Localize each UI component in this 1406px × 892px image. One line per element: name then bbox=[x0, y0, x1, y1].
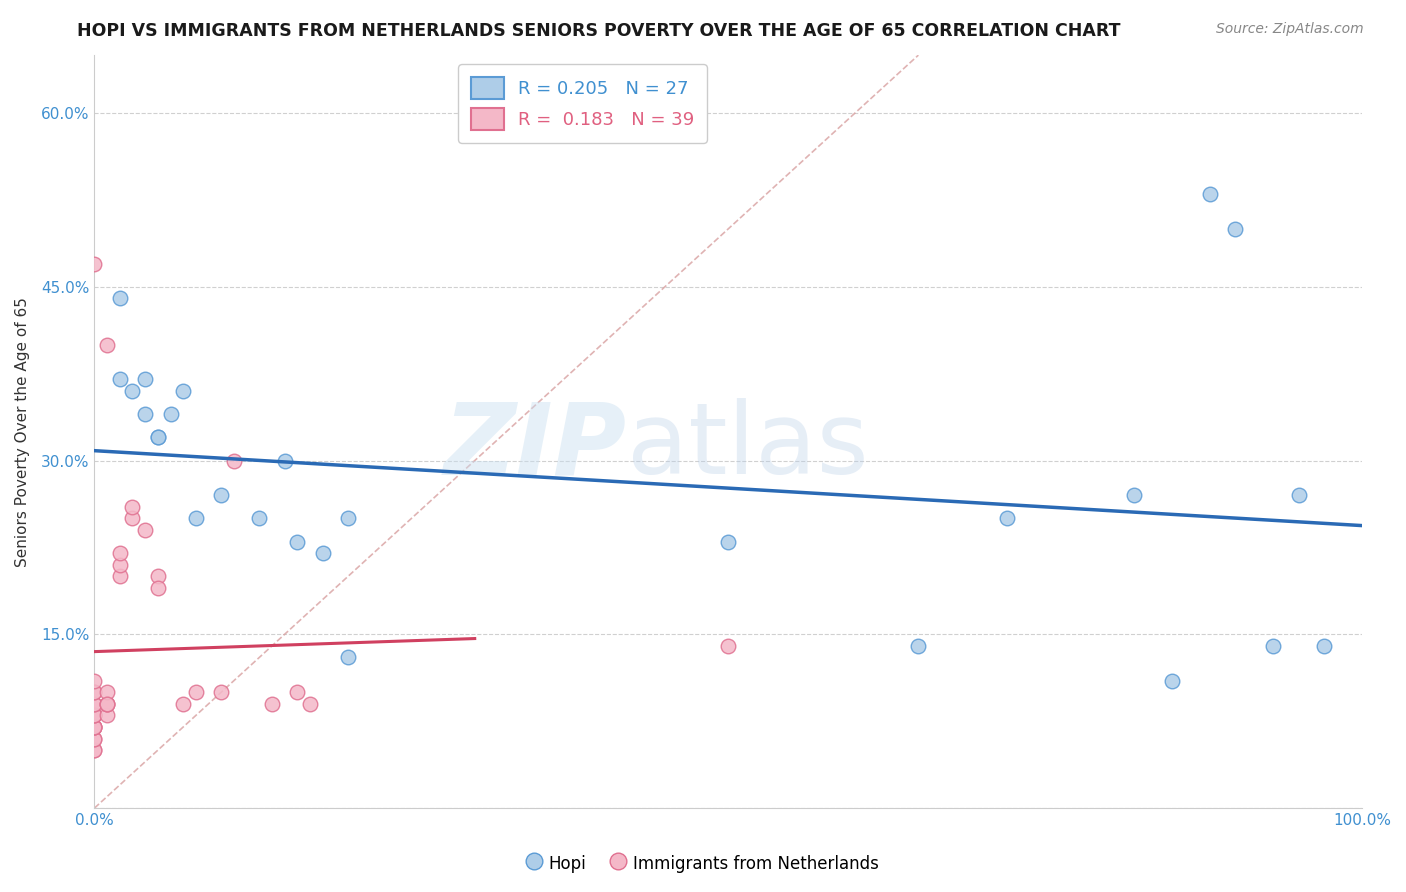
Point bbox=[83, 731, 105, 746]
Point bbox=[83, 685, 105, 699]
Text: Source: ZipAtlas.com: Source: ZipAtlas.com bbox=[1216, 22, 1364, 37]
Point bbox=[311, 546, 333, 560]
Point bbox=[260, 697, 283, 711]
Point bbox=[146, 569, 169, 583]
Point bbox=[717, 534, 740, 549]
Point bbox=[96, 697, 118, 711]
Text: atlas: atlas bbox=[627, 398, 869, 495]
Point bbox=[134, 372, 156, 386]
Point bbox=[247, 511, 270, 525]
Point bbox=[146, 581, 169, 595]
Point bbox=[121, 384, 143, 398]
Point bbox=[83, 697, 105, 711]
Point bbox=[83, 720, 105, 734]
Point bbox=[285, 685, 308, 699]
Point bbox=[285, 534, 308, 549]
Point bbox=[146, 430, 169, 444]
Point bbox=[83, 708, 105, 723]
Point bbox=[222, 453, 245, 467]
Point bbox=[273, 453, 295, 467]
Point bbox=[96, 337, 118, 351]
Point bbox=[83, 720, 105, 734]
Point bbox=[83, 731, 105, 746]
Point bbox=[1263, 639, 1285, 653]
Point bbox=[83, 685, 105, 699]
Point bbox=[146, 430, 169, 444]
Point bbox=[83, 697, 105, 711]
Point bbox=[336, 650, 359, 665]
Point bbox=[184, 511, 207, 525]
Point bbox=[172, 384, 194, 398]
Point bbox=[108, 292, 131, 306]
Point bbox=[83, 708, 105, 723]
Point bbox=[121, 511, 143, 525]
Point bbox=[121, 500, 143, 514]
Point bbox=[108, 569, 131, 583]
Point bbox=[1160, 673, 1182, 688]
Y-axis label: Seniors Poverty Over the Age of 65: Seniors Poverty Over the Age of 65 bbox=[15, 297, 30, 566]
Point bbox=[83, 257, 105, 271]
Point bbox=[717, 639, 740, 653]
Point bbox=[134, 523, 156, 537]
Legend: R = 0.205   N = 27, R =  0.183   N = 39: R = 0.205 N = 27, R = 0.183 N = 39 bbox=[458, 64, 707, 143]
Point bbox=[108, 558, 131, 572]
Point bbox=[1225, 222, 1247, 236]
Point bbox=[96, 708, 118, 723]
Point bbox=[108, 546, 131, 560]
Point bbox=[1122, 488, 1144, 502]
Point bbox=[172, 697, 194, 711]
Point bbox=[1199, 187, 1222, 202]
Point bbox=[336, 511, 359, 525]
Point bbox=[209, 685, 232, 699]
Legend: Hopi, Immigrants from Netherlands: Hopi, Immigrants from Netherlands bbox=[520, 847, 886, 880]
Point bbox=[83, 720, 105, 734]
Point bbox=[134, 407, 156, 421]
Point bbox=[108, 372, 131, 386]
Point bbox=[159, 407, 181, 421]
Point bbox=[83, 720, 105, 734]
Text: HOPI VS IMMIGRANTS FROM NETHERLANDS SENIORS POVERTY OVER THE AGE OF 65 CORRELATI: HOPI VS IMMIGRANTS FROM NETHERLANDS SENI… bbox=[77, 22, 1121, 40]
Point bbox=[96, 697, 118, 711]
Point bbox=[184, 685, 207, 699]
Point bbox=[83, 743, 105, 757]
Point bbox=[907, 639, 929, 653]
Point bbox=[83, 743, 105, 757]
Point bbox=[995, 511, 1018, 525]
Point bbox=[96, 697, 118, 711]
Point bbox=[298, 697, 321, 711]
Point bbox=[1313, 639, 1336, 653]
Text: ZIP: ZIP bbox=[444, 398, 627, 495]
Point bbox=[96, 685, 118, 699]
Point bbox=[83, 673, 105, 688]
Point bbox=[1288, 488, 1310, 502]
Point bbox=[209, 488, 232, 502]
Point bbox=[83, 708, 105, 723]
